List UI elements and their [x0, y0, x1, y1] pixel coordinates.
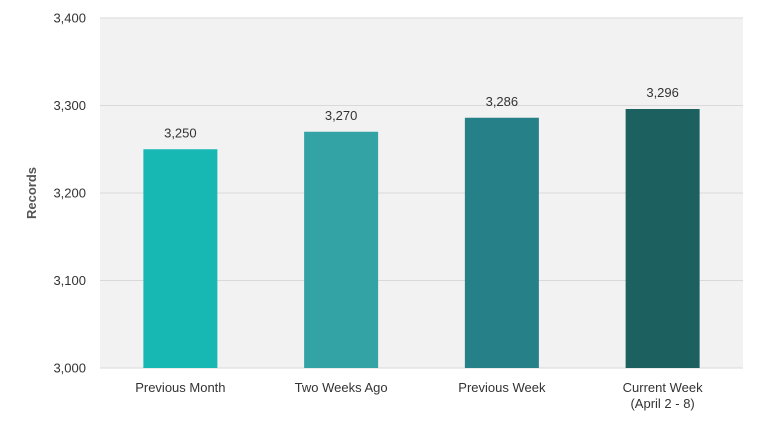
y-tick-label: 3,100 — [53, 273, 86, 288]
category-label: Previous Month — [135, 380, 225, 395]
y-axis-ticks: 3,000 3,100 3,200 3,300 3,400 — [53, 11, 86, 376]
bars — [143, 109, 700, 368]
x-axis-categories: Previous Month Two Weeks Ago Previous Week… — [135, 380, 703, 411]
y-axis-label: Records — [24, 167, 39, 219]
data-label: 3,250 — [164, 125, 197, 140]
bar — [464, 117, 539, 368]
data-label: 3,286 — [486, 94, 519, 109]
y-tick-label: 3,200 — [53, 186, 86, 201]
data-label: 3,270 — [325, 108, 358, 123]
category-label: (April 2 - 8) — [630, 396, 694, 411]
bar — [304, 131, 379, 368]
bar — [143, 149, 218, 368]
y-tick-label: 3,400 — [53, 11, 86, 26]
data-label: 3,296 — [646, 85, 679, 100]
category-label: Current Week — [623, 380, 703, 395]
category-label: Previous Week — [458, 380, 546, 395]
category-label: Two Weeks Ago — [295, 380, 388, 395]
data-labels: 3,250 3,270 3,286 3,296 — [164, 85, 679, 140]
y-tick-label: 3,300 — [53, 98, 86, 113]
y-tick-label: 3,000 — [53, 361, 86, 376]
bar — [625, 109, 700, 368]
